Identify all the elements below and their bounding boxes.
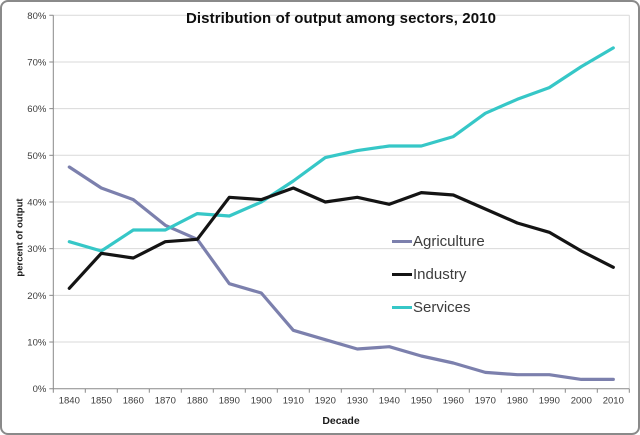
y-tick-label: 10% [27,338,47,349]
legend-item-agriculture: Agriculture [392,232,485,250]
y-tick-label: 50% [27,151,47,162]
industry-line-swatch-icon [392,272,412,276]
x-tick-label: 1870 [155,396,176,407]
y-tick-label: 60% [27,104,47,115]
legend: Agriculture Industry Services [392,233,485,332]
y-tick-label: 20% [27,291,47,302]
y-tick-label: 30% [27,244,47,255]
line-agriculture [67,165,615,381]
x-tick-label: 1880 [187,396,208,407]
x-tick-label: 1900 [251,396,272,407]
line-industry [67,186,615,290]
line-services [67,46,615,253]
legend-label-agriculture: Agriculture [413,232,485,250]
legend-item-services: Services [392,298,485,316]
x-tick-label: 1940 [379,396,400,407]
x-tick-label: 1950 [411,396,432,407]
legend-label-industry: Industry [413,265,467,283]
x-tick-label: 1990 [539,396,560,407]
y-axis-title: percent of output [14,198,26,277]
x-tick-label: 1910 [283,396,304,407]
x-tick-label: 2010 [603,396,624,407]
x-tick-label: 1850 [91,396,112,407]
x-tick-label: 1840 [59,396,80,407]
legend-item-industry: Industry [392,265,485,283]
x-tick-label: 1980 [507,396,528,407]
agriculture-line-swatch-icon [392,239,412,243]
y-tick-label: 0% [33,384,47,395]
x-tick-label: 1920 [315,396,336,407]
x-tick-label: 2000 [571,396,592,407]
x-tick-label: 1890 [219,396,240,407]
y-tick-label: 40% [27,197,47,208]
x-tick-label: 1970 [475,396,496,407]
services-line-swatch-icon [392,305,412,309]
legend-label-services: Services [413,298,471,316]
x-tick-label: 1960 [443,396,464,407]
x-axis-title: Decade [322,415,360,427]
y-tick-label: 80% [27,11,47,22]
x-tick-label: 1860 [123,396,144,407]
chart-title: Distribution of output among sectors, 20… [185,10,497,27]
y-tick-label: 70% [27,57,47,68]
x-tick-label: 1930 [347,396,368,407]
